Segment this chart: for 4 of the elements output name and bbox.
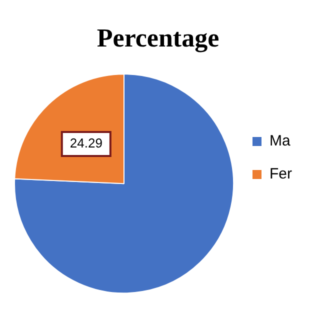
- data-label: 24.29: [70, 136, 102, 151]
- chart-title: Percentage: [96, 23, 220, 52]
- legend-label: Ma: [270, 132, 291, 150]
- legend-label: Fer: [270, 166, 292, 183]
